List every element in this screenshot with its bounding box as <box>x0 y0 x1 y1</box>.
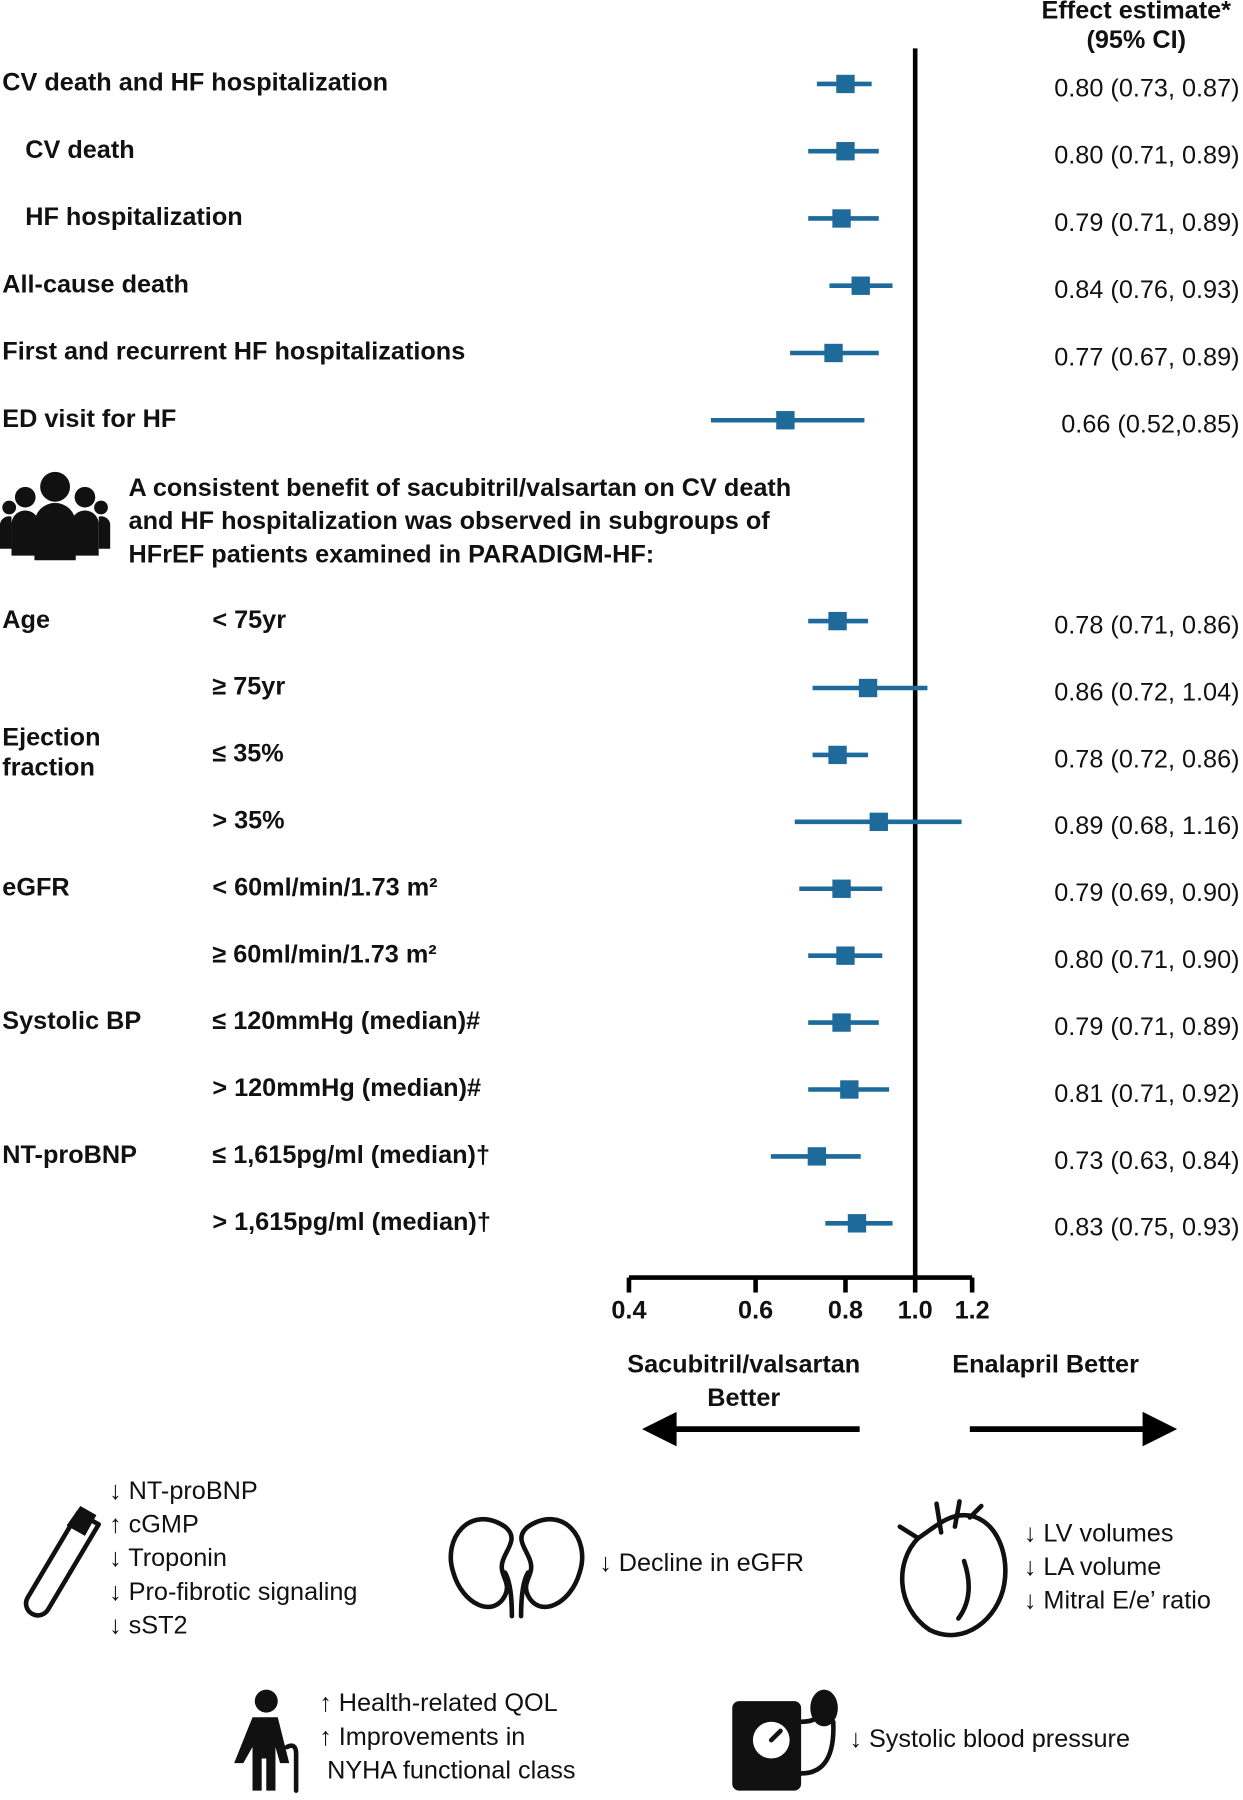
row-label: Age <box>2 606 50 634</box>
elderly-icon <box>234 1689 299 1793</box>
right-arrow <box>969 1411 1178 1447</box>
effect-text: ↓ Mitral E/e’ ratio <box>1024 1587 1211 1615</box>
value-label: 0.81 (0.71, 0.92) <box>1054 1080 1239 1108</box>
value-label: 0.84 (0.76, 0.93) <box>1054 276 1239 304</box>
row-label: NT-proBNP <box>2 1141 137 1169</box>
subgroup-label: ≥ 60ml/min/1.73 m² <box>212 940 436 968</box>
effect-text: NYHA functional class <box>327 1756 575 1784</box>
value-label: 0.86 (0.72, 1.04) <box>1054 678 1239 706</box>
point-estimate <box>832 209 851 228</box>
kidney-icon <box>448 1517 585 1619</box>
value-label: 0.66 (0.52,0.85) <box>1061 411 1239 439</box>
x-tick-label: 0.8 <box>828 1297 863 1325</box>
left-arrow <box>642 1411 860 1447</box>
point-estimate <box>836 946 855 965</box>
value-label: 0.83 (0.75, 0.93) <box>1054 1214 1239 1242</box>
direction-label: Sacubitril/valsartan <box>627 1351 860 1379</box>
subgroup-label: < 75yr <box>212 606 286 634</box>
point-estimate <box>832 1013 851 1032</box>
effect-text: ↓ LA volume <box>1024 1553 1162 1581</box>
effect-text: ↓ Systolic blood pressure <box>849 1725 1130 1753</box>
row-label: HF hospitalization <box>25 203 242 231</box>
effect-text: ↓ Decline in eGFR <box>599 1549 804 1577</box>
effect-text: ↓ LV volumes <box>1024 1519 1174 1547</box>
subgroup-label: > 120mmHg (median)# <box>212 1074 481 1102</box>
point-estimate <box>832 879 851 898</box>
point-estimate <box>824 343 843 363</box>
subgroup-label: > 35% <box>212 807 284 835</box>
x-tick-label: 1.0 <box>898 1297 933 1325</box>
effect-text: ↑ Health-related QOL <box>319 1689 558 1717</box>
blood-pressure-icon <box>732 1689 838 1791</box>
x-tick-label: 0.6 <box>738 1297 773 1325</box>
group-label: fraction <box>2 753 95 781</box>
row-label: ED visit for HF <box>2 405 176 433</box>
effect-text: ↓ Troponin <box>109 1544 227 1572</box>
subgroup-label: ≤ 35% <box>212 740 283 768</box>
subgroup-label: ≤ 120mmHg (median)# <box>212 1007 480 1035</box>
point-estimate <box>858 678 878 698</box>
point-estimate <box>776 411 795 430</box>
value-label: 0.73 (0.63, 0.84) <box>1054 1147 1239 1175</box>
point-estimate <box>869 812 888 832</box>
effect-text: ↑ Improvements in <box>319 1723 525 1751</box>
subgroup-label: > 1,615pg/ml (median)† <box>212 1208 491 1236</box>
value-label: 0.79 (0.69, 0.90) <box>1054 879 1239 907</box>
row-label: CV death <box>25 136 134 164</box>
point-estimate <box>840 1080 859 1099</box>
row-label: eGFR <box>2 873 69 901</box>
direction-label: Enalapril Better <box>952 1351 1139 1379</box>
value-label: 0.80 (0.73, 0.87) <box>1054 74 1239 102</box>
effect-text: ↓ sST2 <box>109 1611 188 1639</box>
direction-label: Better <box>707 1384 780 1412</box>
subgroup-label: < 60ml/min/1.73 m² <box>212 873 437 901</box>
column-header: Effect estimate* <box>1042 0 1232 24</box>
heart-icon <box>897 1499 1008 1638</box>
row-label: All-cause death <box>2 270 189 298</box>
note-text: HFrEF patients examined in PARADIGM-HF: <box>129 540 655 568</box>
point-estimate <box>828 745 847 765</box>
effect-text: ↓ NT-proBNP <box>109 1477 258 1505</box>
subgroup-label: ≥ 75yr <box>212 673 285 701</box>
value-label: 0.80 (0.71, 0.90) <box>1054 946 1239 974</box>
people-icon <box>0 471 111 561</box>
value-label: 0.78 (0.71, 0.86) <box>1054 612 1239 640</box>
value-label: 0.77 (0.67, 0.89) <box>1054 343 1239 371</box>
value-label: 0.79 (0.71, 0.89) <box>1054 1013 1239 1041</box>
effect-text: ↓ Pro-fibrotic signaling <box>109 1578 357 1606</box>
column-header: (95% CI) <box>1086 26 1186 54</box>
point-estimate <box>836 74 855 94</box>
value-label: 0.80 (0.71, 0.89) <box>1054 142 1239 170</box>
row-label: CV death and HF hospitalization <box>2 69 388 97</box>
subgroup-label: ≤ 1,615pg/ml (median)† <box>212 1141 490 1169</box>
point-estimate <box>828 611 847 631</box>
point-estimate <box>836 142 855 161</box>
row-label: First and recurrent HF hospitalizations <box>2 338 465 366</box>
x-tick-label: 1.2 <box>955 1297 990 1325</box>
point-estimate <box>851 276 870 295</box>
row-label: Systolic BP <box>2 1007 141 1035</box>
note-text: A consistent benefit of sacubitril/valsa… <box>129 474 792 502</box>
test-tube-icon <box>23 1506 102 1618</box>
note-text: and HF hospitalization was observed in s… <box>129 507 771 535</box>
point-estimate <box>847 1214 867 1233</box>
effect-text: ↑ cGMP <box>109 1511 199 1539</box>
value-label: 0.78 (0.72, 0.86) <box>1054 745 1239 773</box>
value-label: 0.89 (0.68, 1.16) <box>1054 812 1239 840</box>
group-label: Ejection <box>2 724 100 752</box>
x-tick-label: 0.4 <box>611 1297 646 1325</box>
value-label: 0.79 (0.71, 0.89) <box>1054 209 1239 237</box>
point-estimate <box>807 1147 827 1166</box>
